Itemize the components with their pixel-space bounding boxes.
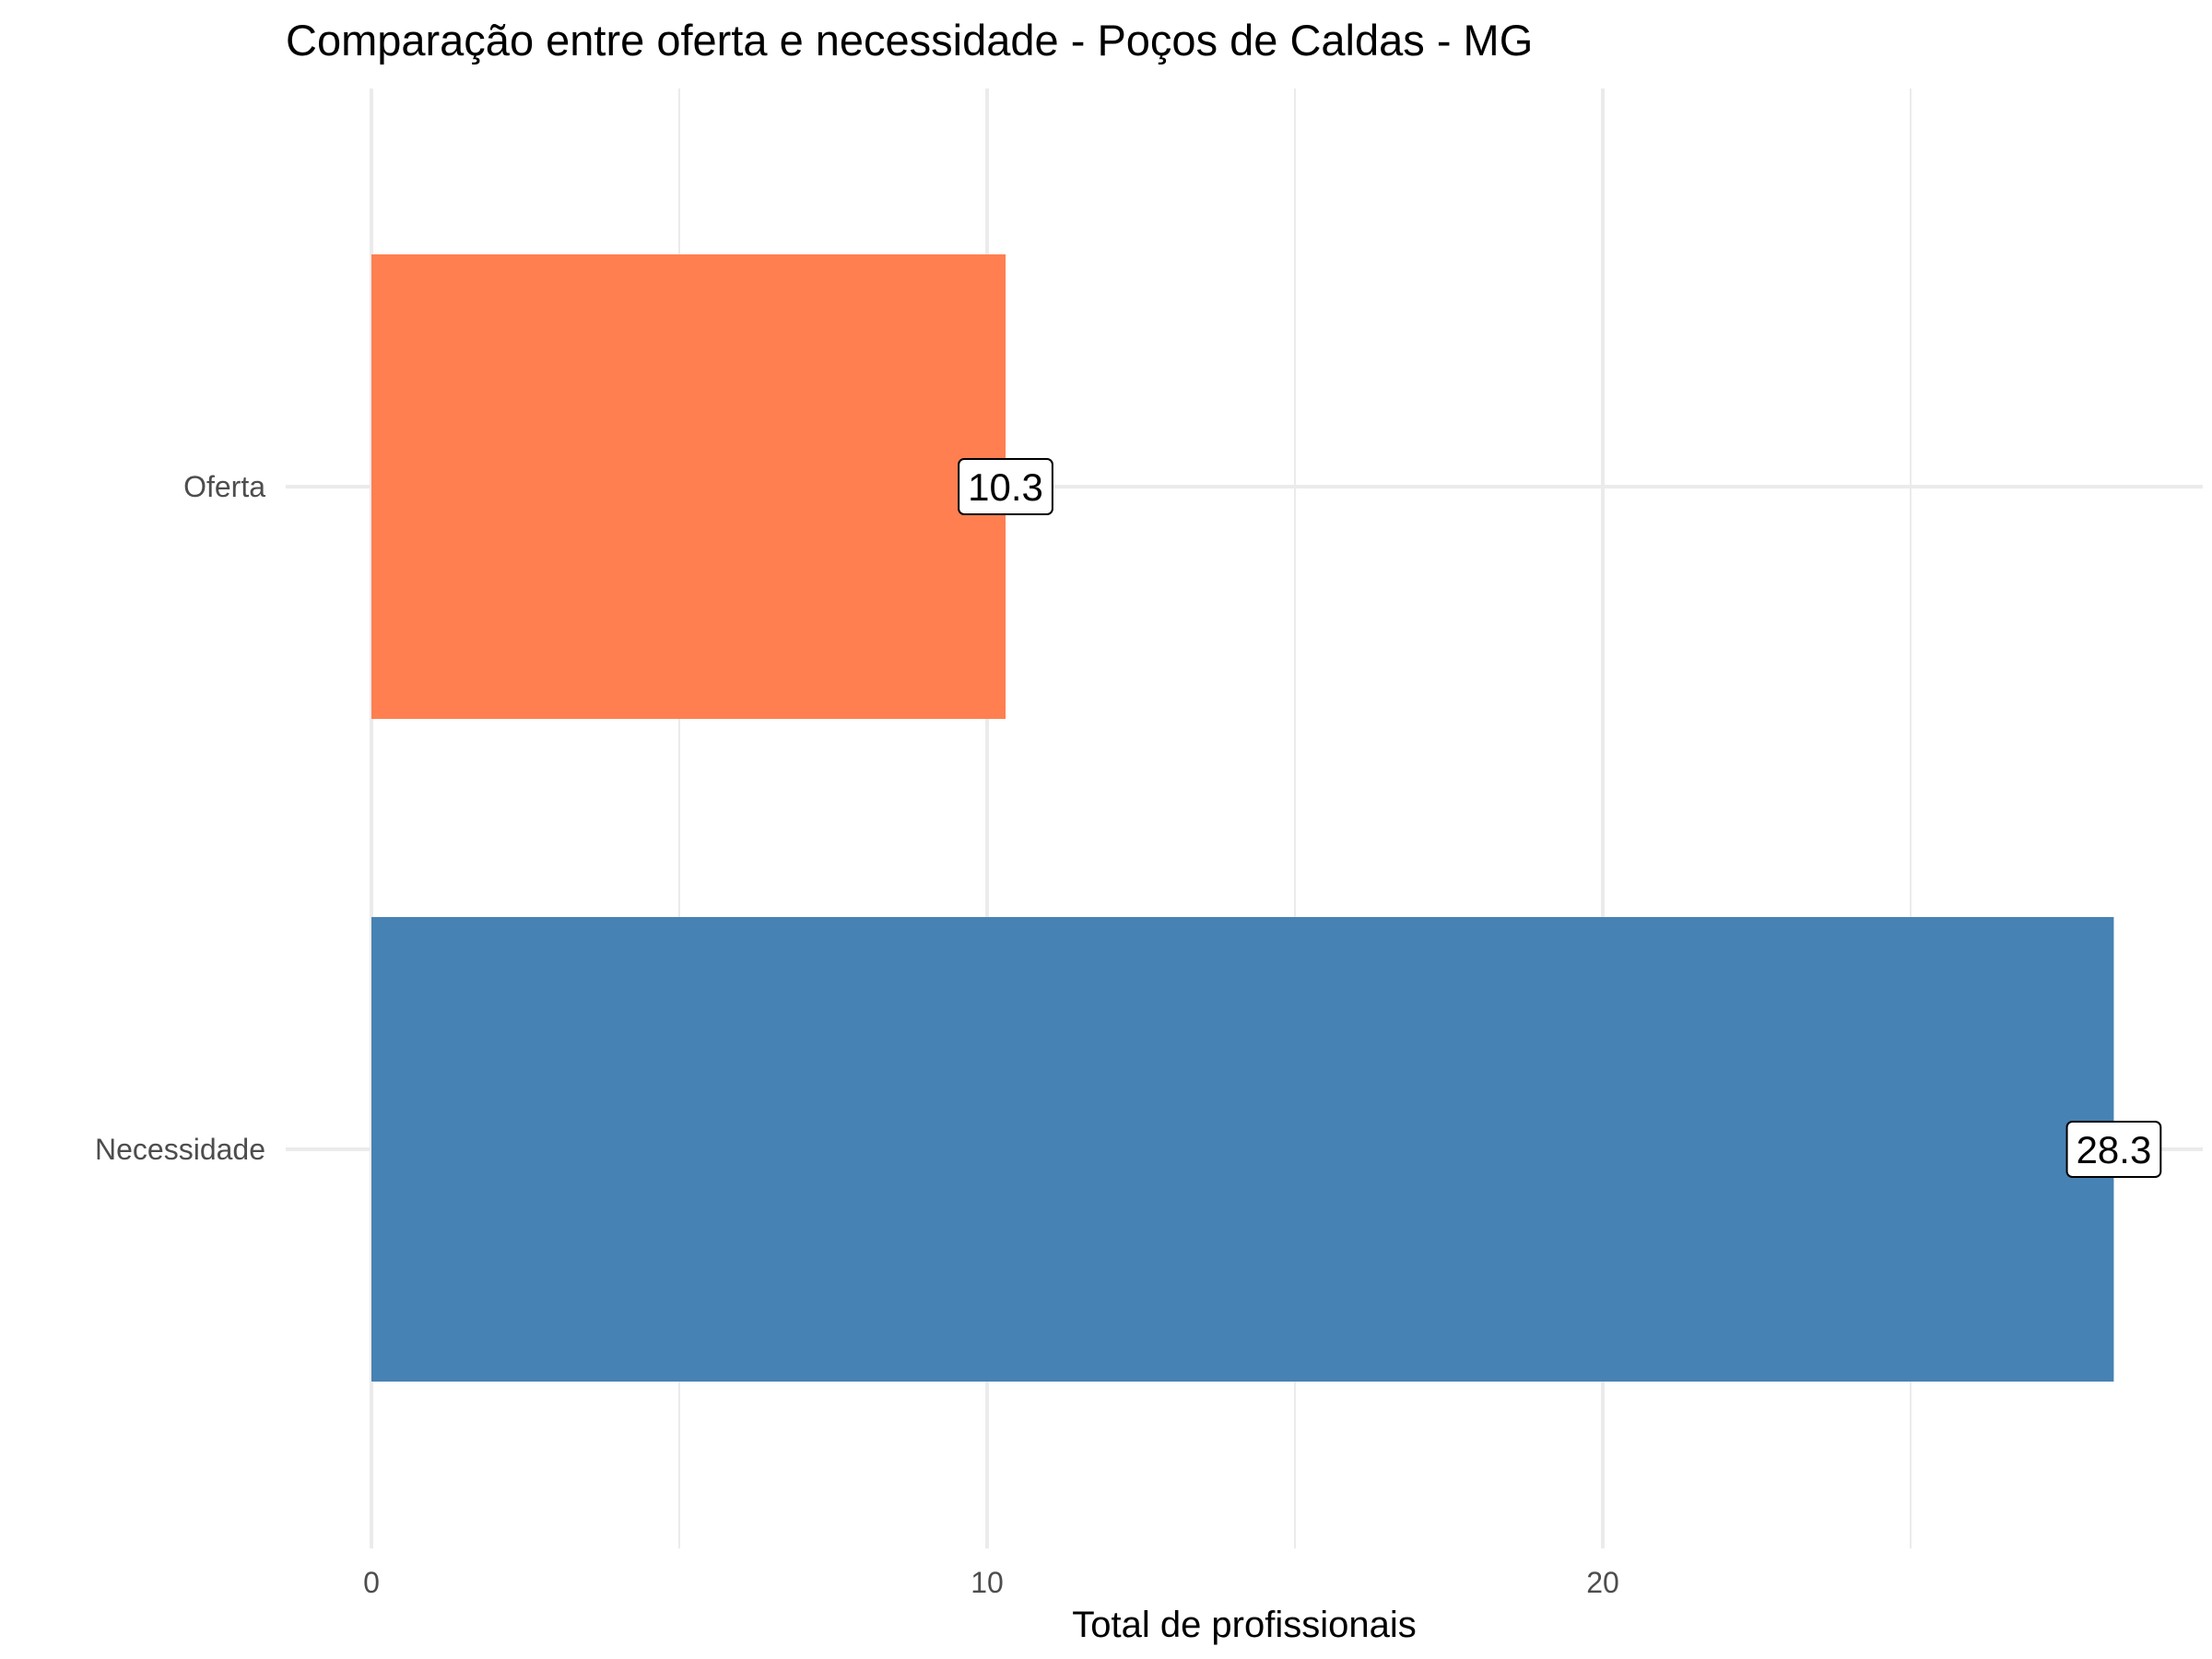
data-labels: 10.3 28.3 xyxy=(958,458,2162,1178)
data-label-box-oferta xyxy=(958,458,1053,515)
data-label-box-necessidade xyxy=(2065,1121,2162,1178)
x-tick-labels: 0 10 20 xyxy=(363,1566,1619,1599)
category-label-necessidade: Necessidade xyxy=(95,1133,265,1166)
x-tick-label: 20 xyxy=(1586,1566,1619,1599)
x-axis-title: Total de profissionais xyxy=(1072,1605,1417,1645)
category-label-oferta: Oferta xyxy=(183,470,265,503)
data-label-text-necessidade: 28.3 xyxy=(2077,1128,2152,1171)
x-tick-label: 0 xyxy=(363,1566,380,1599)
data-label-oferta: 10.3 xyxy=(958,458,1053,515)
data-label-necessidade: 28.3 xyxy=(2065,1121,2162,1178)
chart-title: Comparação entre oferta e necessidade - … xyxy=(286,16,1533,65)
data-label-text-oferta: 10.3 xyxy=(968,465,1043,509)
category-labels: Oferta Necessidade xyxy=(95,470,265,1166)
bar-oferta xyxy=(371,254,1006,719)
bars xyxy=(371,254,2114,1382)
bar-necessidade xyxy=(371,917,2114,1382)
x-tick-label: 10 xyxy=(971,1566,1004,1599)
